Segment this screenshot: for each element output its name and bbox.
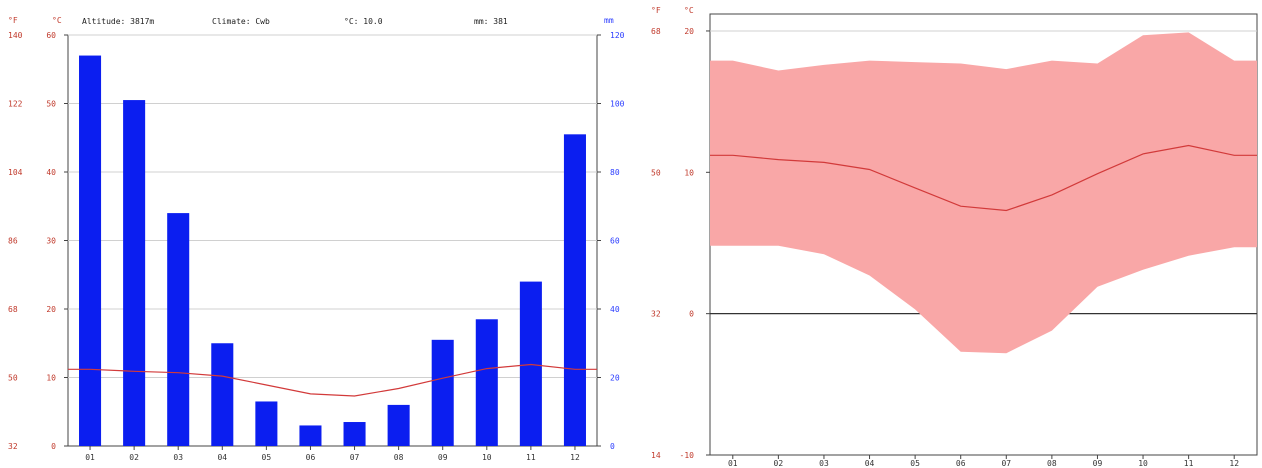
mean-temperature-line xyxy=(710,144,1257,212)
month-tick-label: 09 xyxy=(438,453,448,462)
month-tick-label: 09 xyxy=(1093,459,1103,468)
precipitation-bar xyxy=(343,422,366,446)
precipitation-bars xyxy=(79,55,586,447)
month-tick-label: 10 xyxy=(1138,459,1148,468)
celsius-tick-label: 50 xyxy=(46,100,56,109)
celsius-tick-label: 30 xyxy=(46,237,56,246)
range-celsius-tick-label: -10 xyxy=(680,451,695,460)
month-tick-label: 12 xyxy=(1229,459,1239,468)
climate-label: Climate: Cwb xyxy=(212,17,270,26)
fahrenheit-unit-label: °F xyxy=(8,16,18,25)
mean-temperature-line xyxy=(68,363,597,397)
month-tick-label: 10 xyxy=(482,453,492,462)
month-tick-label: 01 xyxy=(85,453,95,462)
fahrenheit-tick-label: 104 xyxy=(8,168,23,177)
mm-tick-label: 120 xyxy=(610,31,625,40)
celsius-tick-label: 40 xyxy=(46,168,56,177)
precipitation-bar xyxy=(123,100,146,446)
mm-tick-label: 60 xyxy=(610,237,620,246)
range-fahrenheit-tick-label: 14 xyxy=(651,451,661,460)
range-celsius-tick-label: 20 xyxy=(684,27,694,36)
temperature-range-chart: 20 68 10 50 0 32 -10 14 01 02 03 04 05 06 07 08 09 10 11 12… xyxy=(651,6,1258,468)
precipitation-bar xyxy=(211,343,234,446)
month-tick-label: 06 xyxy=(306,453,316,462)
month-tick-label: 07 xyxy=(1001,459,1011,468)
celsius-tick-label: 60 xyxy=(46,31,56,40)
precipitation-bar xyxy=(519,281,542,446)
month-tick-label: 03 xyxy=(819,459,829,468)
mm-tick-label: 40 xyxy=(610,305,620,314)
precipitation-bar xyxy=(387,404,410,446)
celsius-unit-label: °C xyxy=(52,16,62,25)
mm-tick-label: 0 xyxy=(610,442,615,451)
range-celsius-tick-label: 0 xyxy=(689,310,694,319)
range-axes: 20 68 10 50 0 32 -10 14 01 02 03 04 05 06 07 08 09 10 11 12 xyxy=(651,27,1239,468)
fahrenheit-tick-label: 122 xyxy=(8,100,23,109)
month-tick-label: 12 xyxy=(570,453,580,462)
month-tick-label: 11 xyxy=(1184,459,1194,468)
month-tick-label: 08 xyxy=(1047,459,1057,468)
month-tick-label: 02 xyxy=(774,459,784,468)
month-tick-label: 08 xyxy=(394,453,404,462)
precipitation-bar xyxy=(167,213,190,446)
range-mean-line xyxy=(710,144,1257,212)
precipitation-bar xyxy=(255,401,278,446)
temperature-range-area xyxy=(710,32,1257,354)
climograph-axes: 6014050122401043086206810500321201008060… xyxy=(8,31,625,462)
month-tick-label: 02 xyxy=(129,453,139,462)
month-tick-label: 06 xyxy=(956,459,966,468)
climograph-gridlines xyxy=(68,34,597,378)
range-fahrenheit-tick-label: 50 xyxy=(651,168,661,177)
celsius-tick-label: 10 xyxy=(46,374,56,383)
fahrenheit-tick-label: 32 xyxy=(8,442,18,451)
mm-tick-label: 80 xyxy=(610,168,620,177)
month-tick-label: 11 xyxy=(526,453,536,462)
range-areas xyxy=(710,32,1257,354)
precipitation-bar xyxy=(79,55,102,447)
range-fahrenheit-tick-label: 68 xyxy=(651,27,661,36)
fahrenheit-tick-label: 50 xyxy=(8,374,18,383)
month-tick-label: 07 xyxy=(350,453,360,462)
mm-tick-label: 20 xyxy=(610,374,620,383)
climograph: 6014050122401043086206810500321201008060… xyxy=(8,16,625,462)
precipitation-bar xyxy=(475,319,498,446)
month-tick-label: 05 xyxy=(262,453,272,462)
month-tick-label: 01 xyxy=(728,459,738,468)
celsius-tick-label: 0 xyxy=(51,442,56,451)
celsius-tick-label: 20 xyxy=(46,305,56,314)
mean-temp-label: °C: 10.0 xyxy=(344,17,383,26)
mm-unit-label: mm xyxy=(604,16,614,25)
month-tick-label: 04 xyxy=(217,453,227,462)
precipitation-bar xyxy=(431,339,454,446)
range-fahrenheit-tick-label: 32 xyxy=(651,310,661,319)
precip-total-label: mm: 381 xyxy=(474,17,508,26)
month-tick-label: 05 xyxy=(910,459,920,468)
altitude-label: Altitude: 3817m xyxy=(82,17,154,26)
temperature-line xyxy=(68,363,597,397)
range-fahrenheit-unit-label: °F xyxy=(651,6,661,15)
fahrenheit-tick-label: 86 xyxy=(8,237,18,246)
precipitation-bar xyxy=(563,134,586,446)
range-celsius-tick-label: 10 xyxy=(684,168,694,177)
fahrenheit-tick-label: 68 xyxy=(8,305,18,314)
month-tick-label: 03 xyxy=(173,453,183,462)
mm-tick-label: 100 xyxy=(610,100,625,109)
range-celsius-unit-label: °C xyxy=(684,6,694,15)
precipitation-bar xyxy=(299,425,322,446)
month-tick-label: 04 xyxy=(865,459,875,468)
fahrenheit-tick-label: 140 xyxy=(8,31,23,40)
